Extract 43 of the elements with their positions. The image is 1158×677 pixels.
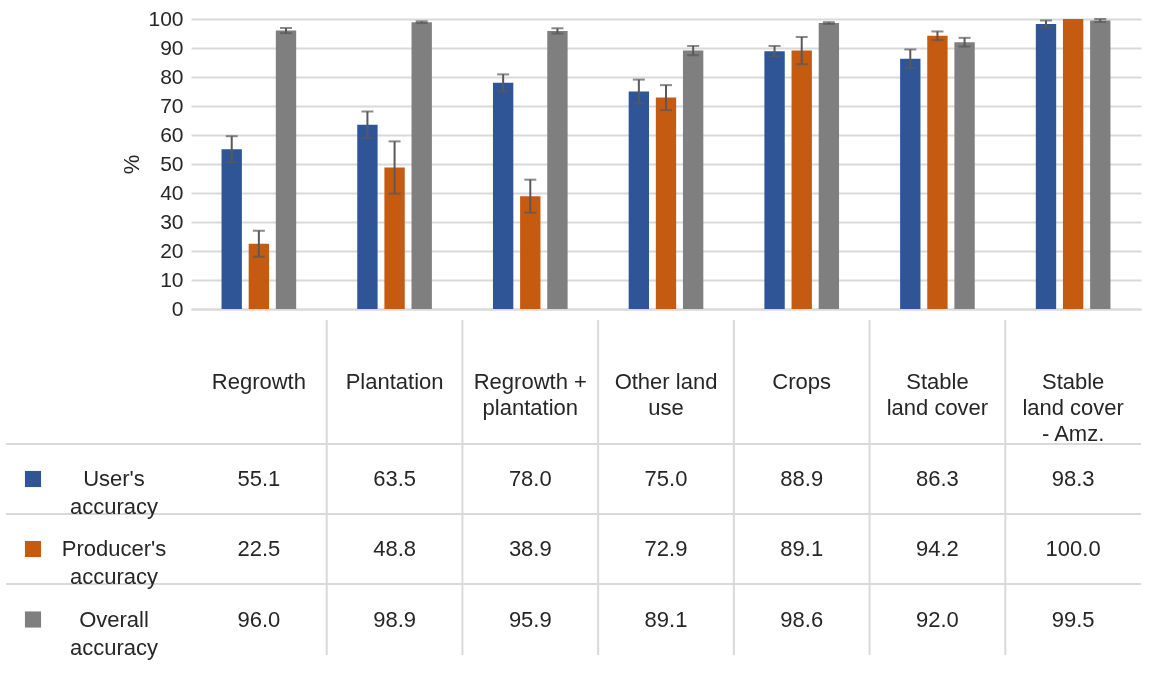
legend-label: Producer's accuracy [61,536,167,589]
data-label: 55.1 [237,466,281,491]
data-label: 38.9 [508,536,552,561]
y-tick-label: 0 [171,296,184,320]
data-label: 89.1 [644,606,688,632]
data-label: 86.3 [916,466,959,491]
data-label: 75.0 [644,466,688,491]
y-tick-label: 30 [160,209,184,233]
x-tick-label: Crops [772,369,832,394]
data-label: 95.9 [508,606,552,632]
x-tick-label: Stable land cover [886,369,989,420]
y-tick-label: 40 [160,180,184,204]
y-tick-label: 70 [160,93,184,117]
y-tick-label: 90 [160,35,184,59]
x-tick-label: Plantation [345,369,444,394]
x-tick-label: Regrowth [211,369,306,394]
data-label: 94.2 [916,536,959,561]
y-axis-title: % [119,154,145,175]
data-label: 89.1 [780,536,824,561]
y-tick-label: 10 [160,267,184,291]
data-label: 100.0 [1045,536,1101,561]
legend-label: Overall accuracy [69,606,159,660]
y-tick-label: 20 [160,238,184,262]
y-tick-label: 60 [160,122,184,146]
x-tick-label: Regrowth + plantation [473,369,587,420]
data-label: 63.5 [373,466,416,491]
data-label: 78.0 [508,466,552,491]
data-label: 48.8 [373,536,416,561]
data-label: 22.5 [237,536,281,561]
data-label: 98.3 [1051,466,1095,491]
x-tick-label: Stable land cover - Amz. [1022,369,1124,446]
data-label: 88.9 [780,466,824,491]
data-label: 98.9 [373,606,416,632]
y-tick-label: 50 [160,151,184,175]
y-tick-label: 100 [148,6,184,30]
x-tick-label: Other land use [614,369,718,420]
data-label: 99.5 [1051,606,1095,632]
legend-label: User's accuracy [69,466,159,519]
y-tick-label: 80 [160,64,184,88]
data-label: 92.0 [916,606,959,632]
data-label: 98.6 [780,606,824,632]
data-label: 72.9 [644,536,688,561]
data-label: 96.0 [237,606,281,632]
